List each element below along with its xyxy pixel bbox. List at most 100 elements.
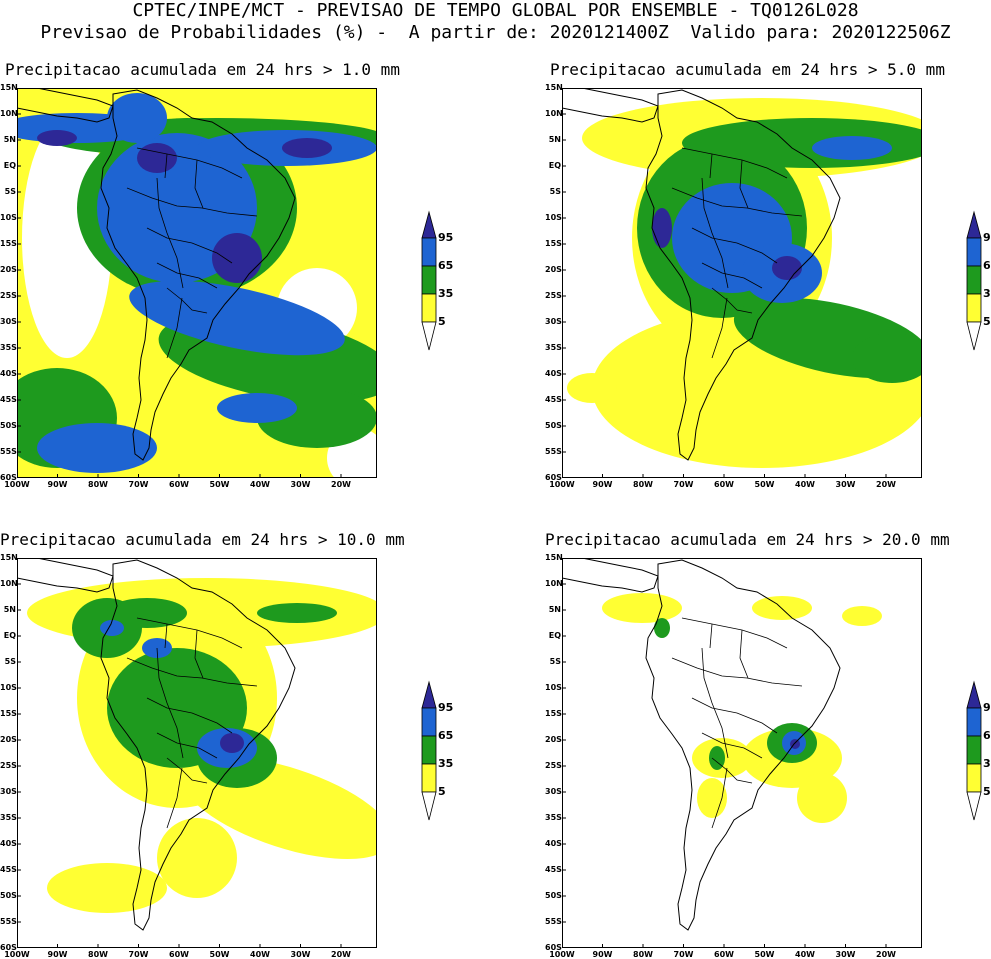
panel-title: Precipitacao acumulada em 24 hrs > 20.0 …: [545, 530, 950, 549]
legend-level-label: 35: [438, 287, 454, 300]
legend-colorbar: [421, 680, 437, 821]
panel-title: Precipitacao acumulada em 24 hrs > 1.0 m…: [5, 60, 400, 79]
map-area: [17, 88, 377, 478]
map-area: [562, 88, 922, 478]
legend-level-label: 5: [438, 785, 446, 798]
lat-tick-label: EQ: [3, 161, 16, 170]
lon-tick-label: 20W: [331, 480, 351, 489]
south-america-outline: [100, 89, 296, 461]
legend-level-label: 95: [983, 701, 991, 714]
country-border: [709, 623, 713, 649]
lat-tick-label: 40S: [0, 369, 17, 378]
country-border: [164, 153, 168, 179]
lon-tick-label: 70W: [128, 480, 149, 489]
legend-level-label: 65: [983, 729, 991, 742]
legend-bottom-arrow: [421, 791, 437, 821]
central-america-outline: [562, 88, 659, 123]
lat-tick-label: 50S: [545, 891, 562, 900]
lon-tick-label: 90W: [47, 480, 68, 489]
probability-region-yellow: [567, 373, 617, 403]
south-america-outline: [645, 559, 841, 931]
lon-tick-label: 100W: [549, 950, 575, 959]
lat-tick-label: 25S: [545, 291, 562, 300]
lat-tick-label: 50S: [545, 421, 562, 430]
country-border: [701, 732, 763, 759]
probability-region-navy: [220, 733, 244, 753]
lat-tick-label: 60S: [545, 473, 562, 482]
lat-tick-label: 45S: [545, 865, 562, 874]
lon-tick-label: 80W: [88, 480, 108, 489]
probability-region-navy: [137, 143, 177, 173]
legend-level-label: 35: [983, 757, 991, 770]
lat-tick-label: EQ: [548, 631, 561, 640]
lon-tick-label: 70W: [128, 950, 149, 959]
probability-region-navy: [37, 130, 77, 146]
probability-region-navy: [772, 256, 802, 280]
legend-swatch: [966, 265, 982, 295]
country-border: [194, 159, 204, 209]
map-panel-3: Precipitacao acumulada em 24 hrs > 10.0 …: [0, 530, 453, 959]
map-panel-1: Precipitacao acumulada em 24 hrs > 1.0 m…: [0, 60, 453, 489]
lon-tick-label: 30W: [835, 950, 856, 959]
legend-bottom-arrow: [966, 321, 982, 351]
probability-region-green: [852, 333, 922, 383]
lon-tick-label: 60W: [169, 950, 189, 959]
color-legend: 95 65 35 5: [420, 680, 480, 825]
country-border: [671, 657, 803, 687]
lat-tick-label: 30S: [545, 787, 562, 796]
lat-tick-label: 10N: [545, 109, 563, 118]
legend-top-arrow: [966, 210, 982, 239]
probability-region-green: [709, 746, 725, 770]
lat-tick-label: 20S: [545, 265, 562, 274]
lat-tick-label: 15S: [545, 709, 562, 718]
lat-tick-label: 25S: [545, 761, 562, 770]
lat-tick-label: 45S: [0, 865, 17, 874]
lat-tick-label: 60S: [0, 943, 17, 952]
lat-tick-label: 5N: [3, 605, 16, 614]
legend-level-label: 95: [438, 701, 454, 714]
country-border: [146, 697, 233, 734]
country-border: [711, 287, 753, 314]
lon-tick-label: 60W: [714, 480, 734, 489]
country-border: [739, 159, 749, 209]
lat-tick-label: 45S: [0, 395, 17, 404]
lon-tick-label: 80W: [633, 950, 653, 959]
country-border: [156, 732, 218, 759]
probability-map: [562, 558, 922, 948]
lon-tick-label: 50W: [209, 950, 230, 959]
legend-swatch: [421, 237, 437, 267]
central-america-outline: [17, 558, 114, 593]
legend-swatch: [421, 763, 437, 793]
lon-tick-label: 20W: [876, 480, 896, 489]
south-america-outline: [645, 89, 841, 461]
lat-tick-label: 10S: [0, 683, 17, 692]
lat-tick-label: 10S: [0, 213, 17, 222]
country-border: [709, 153, 713, 179]
country-border: [166, 297, 183, 359]
legend-colorbar: [421, 210, 437, 351]
lat-tick-label: 35S: [545, 813, 562, 822]
lat-tick-label: 10S: [545, 213, 562, 222]
lat-tick-label: 25S: [0, 291, 17, 300]
lon-tick-label: 70W: [673, 480, 694, 489]
probability-region-blue: [812, 136, 892, 160]
country-border: [691, 697, 778, 734]
legend-level-label: 65: [983, 259, 991, 272]
lat-tick-label: 20S: [0, 265, 17, 274]
lat-tick-label: 5N: [548, 135, 561, 144]
lon-tick-label: 60W: [169, 480, 189, 489]
legend-level-label: 5: [983, 785, 991, 798]
lat-tick-label: 30S: [0, 787, 17, 796]
color-legend: 95 65 35 5: [965, 680, 991, 825]
lat-tick-label: 50S: [0, 421, 17, 430]
country-border: [164, 623, 168, 649]
header-title: CPTEC/INPE/MCT - PREVISAO DE TEMPO GLOBA…: [132, 0, 859, 21]
legend-swatch: [421, 707, 437, 737]
probability-region-yellow: [157, 818, 237, 898]
country-border: [126, 187, 258, 217]
legend-swatch: [421, 735, 437, 765]
panel-title: Precipitacao acumulada em 24 hrs > 5.0 m…: [550, 60, 945, 79]
probability-region-navy: [282, 138, 332, 158]
lon-tick-label: 50W: [754, 480, 775, 489]
lat-tick-label: 10N: [545, 579, 563, 588]
